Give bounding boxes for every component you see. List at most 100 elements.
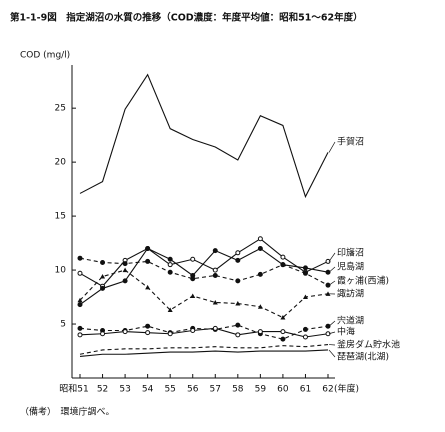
point (302, 326, 308, 332)
x-tick-label: 58 (232, 385, 244, 395)
point (280, 315, 286, 320)
point (77, 302, 83, 308)
point (235, 257, 241, 263)
point (212, 325, 218, 331)
series-line (79, 269, 329, 319)
point (235, 322, 241, 328)
leader (328, 266, 336, 273)
x-tick-label: 54 (142, 385, 154, 395)
y-tick-label: 5 (60, 320, 66, 330)
leader (328, 280, 336, 286)
point (190, 293, 196, 298)
point (235, 332, 241, 338)
point (77, 332, 83, 338)
point (100, 285, 106, 291)
point (122, 278, 128, 284)
leader (328, 252, 336, 262)
point (167, 262, 173, 268)
y-tick-label: 25 (55, 104, 66, 114)
point (145, 245, 151, 251)
point (145, 323, 151, 329)
x-tick-label: 57 (210, 385, 221, 395)
series-line (79, 73, 329, 199)
point (77, 270, 83, 276)
series-label: 印旛沼 (337, 247, 364, 259)
series-label: 中海 (337, 326, 355, 338)
point (190, 328, 196, 334)
point (325, 269, 331, 275)
series-line (79, 349, 329, 357)
point (145, 330, 151, 336)
point (167, 307, 173, 313)
chart-title: 第1-1-9図 指定湖沼の水質の推移（COD濃度：年度平均値：昭和51～62年度… (10, 12, 363, 24)
series-line (79, 238, 329, 287)
point (280, 336, 286, 342)
point (212, 248, 218, 254)
point (122, 329, 128, 335)
x-axis-unit: (年度) (334, 383, 359, 395)
y-axis-label: COD (mg/l) (20, 51, 70, 61)
point (167, 331, 173, 337)
series-line (79, 343, 329, 355)
x-tick-label: 61 (300, 385, 311, 395)
series-label: 児島湖 (337, 261, 364, 273)
series-label: 宍道湖 (337, 315, 364, 327)
leader (328, 331, 336, 335)
x-tick-label: 62 (322, 385, 333, 395)
series-label: 琵琶湖(北湖) (337, 352, 389, 363)
x-tick-label: 52 (97, 385, 108, 395)
point (325, 282, 331, 288)
point (302, 334, 308, 340)
x-tick-label: 56 (187, 385, 199, 395)
series-label: 手賀沼 (337, 136, 364, 148)
point (100, 260, 106, 266)
point (280, 262, 286, 268)
y-tick-label: 15 (55, 212, 66, 222)
series-line (79, 324, 329, 340)
leader (328, 320, 336, 327)
series-line (79, 257, 329, 286)
series-label: 霞ヶ浦(西浦) (337, 275, 389, 287)
y-tick-label: 10 (55, 266, 67, 276)
point (235, 278, 241, 284)
point (77, 325, 83, 331)
series-line (79, 247, 329, 306)
point (302, 265, 308, 271)
point (235, 301, 241, 306)
x-tick-label: 53 (119, 385, 130, 395)
point (190, 256, 196, 262)
footnote: （備考） 環境庁調べ。 (20, 406, 115, 418)
point (100, 274, 106, 279)
x-tick-label: 59 (255, 385, 267, 395)
point (257, 271, 263, 277)
x-tick-label: 55 (164, 385, 175, 395)
series-label: 諏訪湖 (337, 288, 364, 300)
point (257, 245, 263, 251)
point (190, 276, 196, 282)
point (77, 255, 83, 261)
point (167, 256, 173, 262)
point (212, 267, 218, 273)
point (235, 250, 241, 256)
leader (328, 349, 336, 358)
point (257, 236, 263, 242)
point (280, 329, 286, 335)
point (122, 261, 128, 267)
point (325, 291, 331, 296)
point (145, 284, 151, 290)
point (325, 258, 331, 264)
series-line (79, 327, 329, 338)
point (100, 331, 106, 337)
point (167, 269, 173, 275)
point (280, 254, 286, 260)
point (257, 304, 263, 309)
point (77, 297, 83, 303)
series-label: 釜房ダム貯水池 (337, 339, 400, 351)
point (145, 258, 151, 264)
point (257, 329, 263, 335)
x-tick-label: 昭和51 (59, 384, 88, 395)
point (325, 323, 331, 329)
y-tick-label: 20 (55, 158, 67, 168)
point (302, 294, 308, 300)
